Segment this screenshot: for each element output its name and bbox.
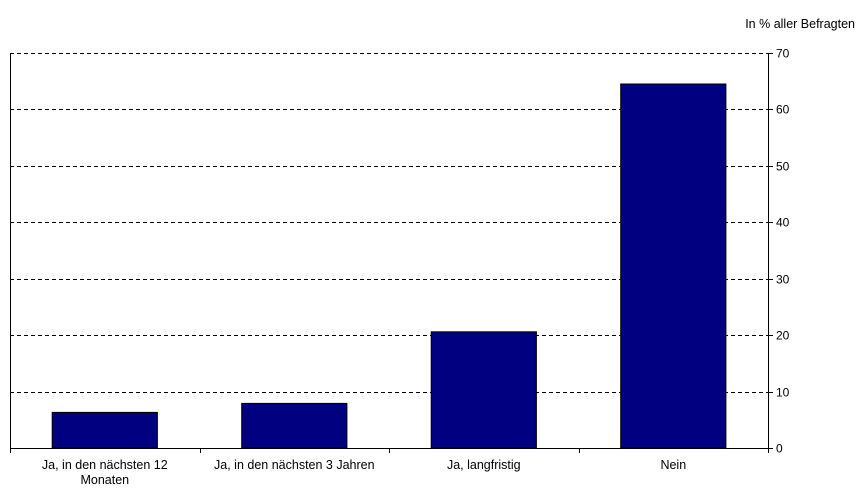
bars (51, 83, 727, 449)
y-tick-label: 70 (776, 47, 790, 61)
y-tick-label: 40 (776, 216, 790, 230)
y-tick-label: 10 (776, 386, 790, 400)
y-axis-ticks: 0 10 20 30 40 50 60 70 (768, 47, 790, 456)
bar (620, 83, 727, 449)
bar (51, 411, 158, 449)
x-tick-label: Nein (660, 458, 686, 472)
x-tick-label: Ja, langfristig (447, 458, 521, 472)
unit-label: In % aller Befragten (745, 17, 855, 31)
gridlines (10, 53, 768, 393)
y-tick-label: 50 (776, 160, 790, 174)
y-tick-label: 60 (776, 103, 790, 117)
y-tick-label: 0 (776, 442, 783, 456)
axes (10, 53, 773, 453)
bar (430, 331, 537, 449)
x-tick-label: Monaten (80, 473, 129, 487)
y-tick-label: 20 (776, 329, 790, 343)
y-tick-label: 30 (776, 273, 790, 287)
x-tick-label: Ja, in den nächsten 12 (42, 458, 168, 472)
x-tick-label: Ja, in den nächsten 3 Jahren (214, 458, 375, 472)
bar (241, 402, 348, 449)
